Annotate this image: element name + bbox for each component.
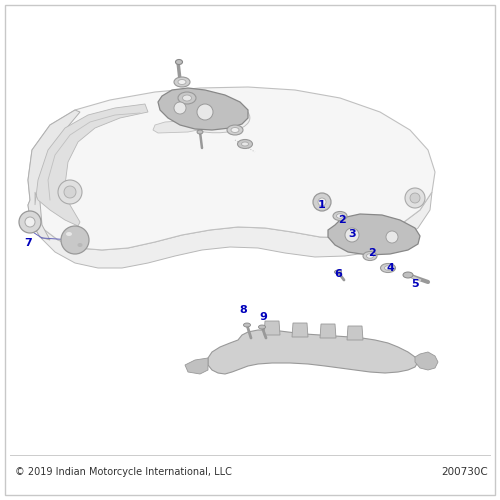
Ellipse shape [170,97,250,133]
Circle shape [345,228,359,242]
Ellipse shape [178,92,196,104]
Text: 1: 1 [318,200,326,210]
Polygon shape [328,214,420,255]
Polygon shape [208,330,418,374]
Circle shape [64,186,76,198]
Ellipse shape [242,142,248,146]
Text: 6: 6 [334,269,342,279]
Ellipse shape [384,266,392,270]
Text: 9: 9 [259,312,267,322]
Circle shape [313,193,331,211]
Circle shape [25,217,35,227]
Polygon shape [415,352,438,370]
Ellipse shape [238,140,252,148]
Ellipse shape [195,108,225,122]
Circle shape [19,211,41,233]
Text: © 2019 Indian Motorcycle International, LLC: © 2019 Indian Motorcycle International, … [15,467,232,477]
Polygon shape [28,110,80,240]
Ellipse shape [363,252,377,260]
Ellipse shape [174,77,190,87]
Circle shape [174,102,186,114]
Ellipse shape [197,130,203,134]
Ellipse shape [78,243,82,247]
Circle shape [386,231,398,243]
Text: 3: 3 [348,229,356,239]
Ellipse shape [333,212,347,220]
Circle shape [58,180,82,204]
Ellipse shape [178,80,186,84]
Ellipse shape [258,325,266,329]
Circle shape [410,193,420,203]
Ellipse shape [182,103,238,127]
Text: 2: 2 [338,215,346,225]
Ellipse shape [334,270,342,274]
Circle shape [318,198,326,206]
Polygon shape [292,323,308,337]
Polygon shape [347,326,363,340]
Ellipse shape [403,272,413,278]
Text: 7: 7 [24,238,32,248]
Text: 4: 4 [386,263,394,273]
Circle shape [197,104,213,120]
Text: 5: 5 [411,279,419,289]
Circle shape [61,226,89,254]
Ellipse shape [366,254,374,258]
Polygon shape [185,358,208,374]
Text: 2: 2 [368,248,376,258]
Polygon shape [28,87,435,250]
Ellipse shape [176,60,182,64]
Ellipse shape [231,128,239,132]
Text: 8: 8 [239,305,247,315]
Polygon shape [320,324,336,338]
Ellipse shape [66,232,72,236]
Polygon shape [28,192,432,268]
Ellipse shape [380,264,396,272]
Ellipse shape [244,323,250,327]
Polygon shape [35,104,148,226]
Circle shape [405,188,425,208]
Polygon shape [153,120,200,133]
Ellipse shape [336,214,344,218]
Text: 200730C: 200730C [442,467,488,477]
Ellipse shape [182,95,192,101]
Polygon shape [264,321,280,335]
Polygon shape [158,88,248,130]
Ellipse shape [227,125,243,135]
